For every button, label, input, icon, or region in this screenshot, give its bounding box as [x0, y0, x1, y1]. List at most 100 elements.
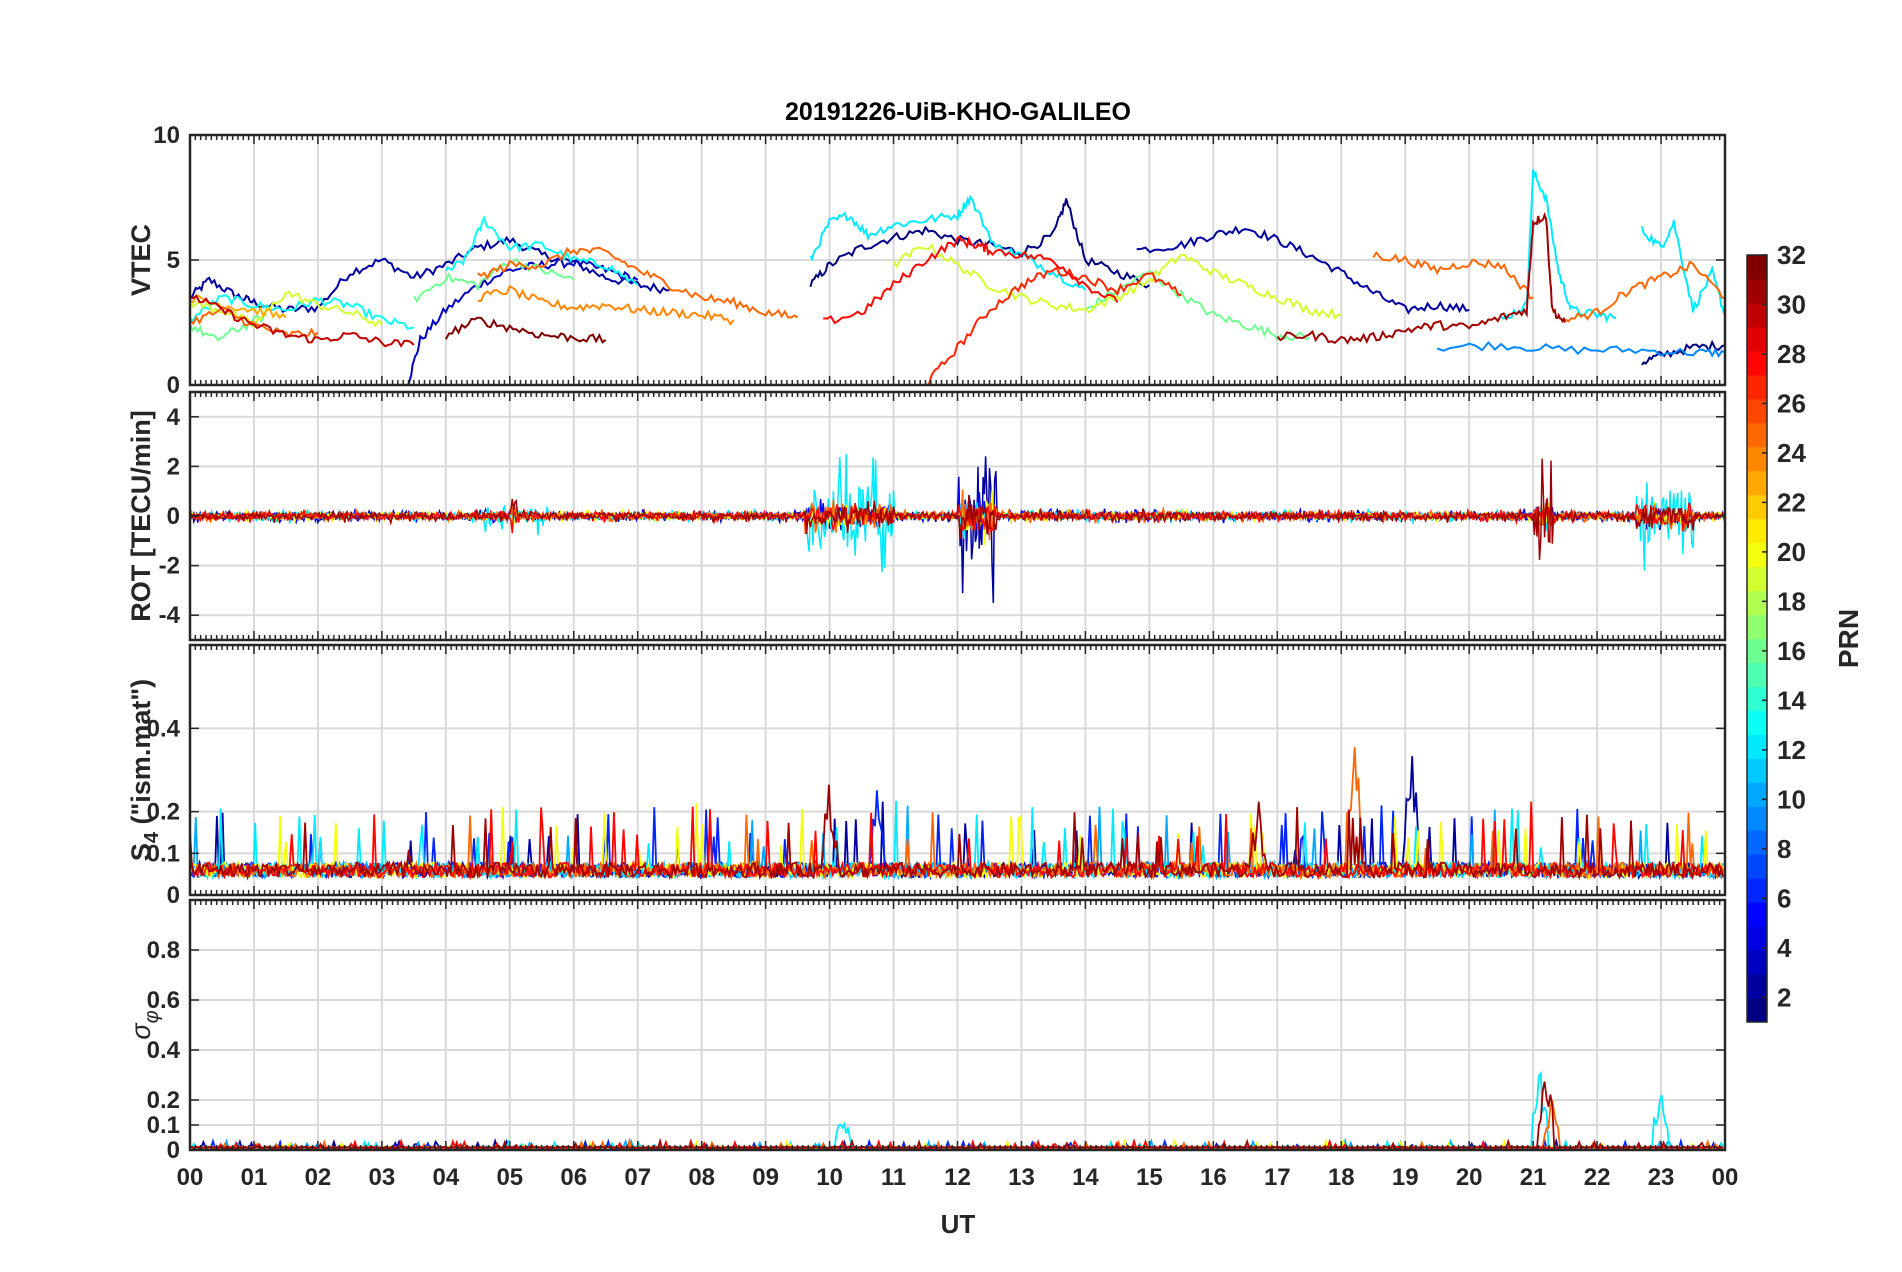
colorbar-segment: [1747, 590, 1767, 616]
colorbar-tick-label: 8: [1777, 834, 1791, 864]
colorbar-segment: [1747, 326, 1767, 352]
series-group: [189, 747, 1724, 881]
chart-title: 20191226-UiB-KHO-GALILEO: [785, 98, 1131, 126]
series-line-prn-23: [189, 293, 287, 320]
series-line-prn-30: [189, 294, 415, 348]
series-line-prn-19: [189, 290, 383, 329]
colorbar-segment: [1747, 734, 1767, 759]
y-axis-label: VTEC: [126, 224, 156, 296]
x-tick-label: 04: [432, 1164, 459, 1191]
colorbar-segment: [1747, 878, 1767, 903]
x-tick-label: 05: [496, 1164, 523, 1191]
x-tick-label: 14: [1072, 1164, 1099, 1191]
series-line-prn-16: [189, 312, 268, 342]
x-axis-label: UT: [941, 1209, 976, 1239]
y-tick-label: 0.2: [147, 1087, 180, 1114]
series-line-prn-16: [1084, 270, 1310, 341]
x-tick-label: 21: [1520, 1164, 1547, 1191]
y-tick-label: 0.4: [147, 1037, 181, 1064]
x-tick-label: 12: [944, 1164, 971, 1191]
colorbar-tick-label: 14: [1777, 685, 1806, 715]
y-tick-label: 0.2: [147, 799, 180, 826]
colorbar-segment: [1747, 758, 1767, 783]
ticks: [189, 392, 1726, 640]
colorbar-tick-label: 6: [1777, 883, 1791, 913]
colorbar-segment: [1747, 998, 1767, 1023]
series-line-prn-1: [809, 198, 1150, 289]
colorbar-segment: [1747, 302, 1767, 328]
colorbar-segment: [1747, 374, 1767, 400]
colorbar-segment: [1747, 782, 1767, 807]
x-tick-label: 20: [1456, 1164, 1483, 1191]
y-tick-label: 5: [167, 247, 180, 274]
colorbar-label: PRN: [1833, 609, 1864, 668]
panel-1: 0 5 10 VTEC: [126, 122, 1727, 399]
colorbar-tick-label: 2: [1777, 982, 1791, 1012]
x-tick-label: 09: [752, 1164, 779, 1191]
colorbar-segment: [1747, 950, 1767, 975]
x-tick-label: 10: [816, 1164, 843, 1191]
x-tick-label: 17: [1264, 1164, 1291, 1191]
y-tick-label: 0: [167, 882, 180, 909]
colorbar-tick-label: 32: [1777, 240, 1806, 270]
x-tick-label: 22: [1584, 1164, 1611, 1191]
colorbar-segment: [1747, 830, 1767, 855]
y-tick-label: 0: [167, 372, 180, 399]
panel-3: 0 0.1 0.2 0.4S4 ("ism.mat"): [126, 643, 1727, 909]
colorbar-tick-label: 30: [1777, 289, 1806, 319]
colorbar-tick-label: 24: [1777, 438, 1806, 468]
series-line-prn-27: [925, 266, 1182, 386]
colorbar-segment: [1747, 902, 1767, 927]
series-line-prn-25: [1372, 251, 1534, 300]
colorbar-segment: [1747, 638, 1767, 663]
series-line-prn-25: [1564, 260, 1726, 323]
y-tick-label: 0.4: [147, 715, 181, 742]
colorbar-tick-label: 12: [1777, 735, 1806, 765]
colorbar-tick-label: 18: [1777, 586, 1806, 616]
series-line-prn-9: [1436, 340, 1726, 358]
series-line-prn-25: [189, 305, 319, 339]
y-tick-label: 10: [153, 122, 180, 149]
scint-line-prn-31: [189, 784, 1724, 881]
colorbar-segment: [1747, 446, 1767, 472]
series-line-prn-2: [1136, 225, 1470, 315]
colorbar-segment: [1747, 686, 1767, 711]
y-tick-label: 4: [167, 404, 181, 431]
y-axis-label: S4 ("ism.mat"): [126, 679, 163, 861]
colorbar-tick-label: 28: [1777, 339, 1806, 369]
colorbar-segment: [1747, 614, 1767, 639]
colorbar-segment: [1747, 566, 1767, 592]
x-tick-label: 19: [1392, 1164, 1419, 1191]
colorbar-tick-label: 10: [1777, 784, 1806, 814]
y-tick-label: 0: [167, 503, 180, 530]
colorbar-segment: [1747, 974, 1767, 999]
x-tick-label: 23: [1648, 1164, 1675, 1191]
colorbar-segment: [1747, 255, 1767, 280]
series-group: [189, 169, 1726, 386]
x-tick-label: 06: [560, 1164, 587, 1191]
y-tick-label: 2: [167, 453, 180, 480]
series-line-prn-12: [1500, 169, 1617, 324]
colorbar-segment: [1747, 278, 1767, 304]
y-tick-label: 0: [167, 1137, 180, 1164]
series-line-prn-2: [189, 235, 670, 314]
colorbar-segment: [1747, 662, 1767, 687]
y-tick-label: -2: [159, 553, 180, 580]
colorbar-frame: [1746, 254, 1768, 1023]
x-tick-label: 13: [1008, 1164, 1035, 1191]
rot-line-prn-31: [189, 458, 1726, 560]
series-line-prn-31: [1276, 211, 1567, 345]
series-group: [189, 454, 1726, 604]
x-tick-label: 16: [1200, 1164, 1227, 1191]
y-axis-label: ROT [TECU/min]: [126, 410, 156, 621]
x-tick-label: 03: [369, 1164, 396, 1191]
x-tick-label: 18: [1328, 1164, 1355, 1191]
colorbar-tick-label: 22: [1777, 487, 1806, 517]
y-tick-label: 0.1: [147, 1112, 180, 1139]
ticks: [189, 134, 1726, 386]
series-line-prn-24: [477, 284, 735, 326]
y-tick-label: 0.1: [147, 840, 180, 867]
grid: [189, 900, 1726, 1151]
